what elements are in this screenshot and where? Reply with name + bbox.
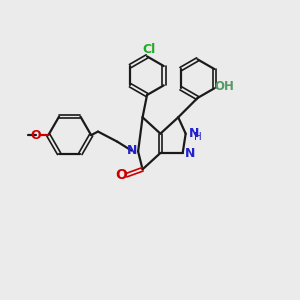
Text: H: H	[194, 132, 202, 142]
Text: OH: OH	[215, 80, 235, 93]
Text: N: N	[185, 147, 195, 160]
Text: N: N	[189, 127, 199, 140]
Text: O: O	[115, 168, 127, 182]
Text: O: O	[31, 129, 41, 142]
Text: Cl: Cl	[142, 43, 155, 56]
Text: N: N	[126, 144, 137, 157]
